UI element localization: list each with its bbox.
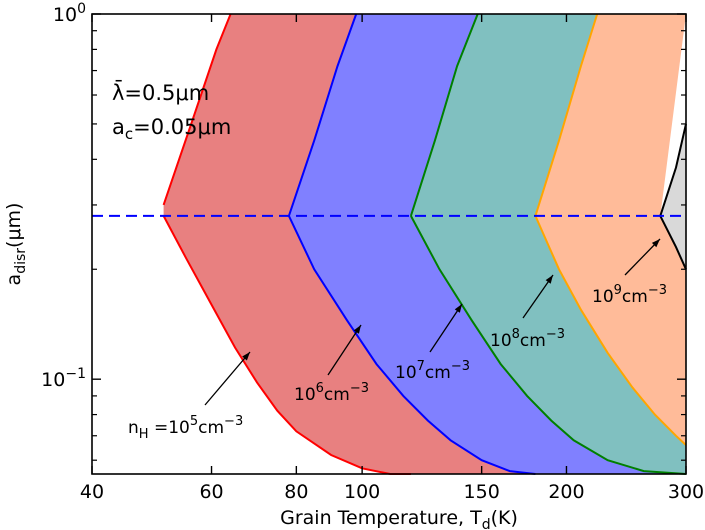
label-arrow-line-3 [522,274,554,319]
x-tick-label-2: 80 [284,481,308,503]
label-arrow-head-3 [545,275,553,284]
edge-lower-0 [162,215,411,475]
label-arrow-line-0 [204,351,251,406]
edge-upper-0 [162,13,232,206]
edge-upper-1 [287,13,358,217]
label-arrow-head-0 [242,352,250,361]
x-tick-label-6: 300 [668,481,704,503]
label-arrow-head-1 [353,325,361,334]
edge-lower-3 [534,215,687,446]
label-arrow-head-2 [454,304,462,313]
series-label-3: 108cm−3 [490,327,565,351]
x-tick-label-5: 200 [548,481,584,503]
ticks-layer: 40 60 80 100 150 200 300 10−1 100 [41,1,704,503]
x-tick-label-0: 40 [80,481,104,503]
edge-upper-2 [409,13,479,217]
region-2 [410,14,686,474]
lambda-annotation: λ̄=0.5μm [112,80,209,105]
region-4 [660,14,686,474]
edge-lower-4 [659,215,687,270]
series-label-4: 109cm−3 [592,283,667,307]
series-label-2: 107cm−3 [395,359,470,383]
ac-annotation: ac=0.05μm [112,115,231,143]
edge-upper-3 [534,13,599,217]
x-tick-label-3: 100 [344,481,380,503]
label-arrow-line-2 [429,303,463,353]
y-tick-label-0: 10−1 [41,366,86,391]
plot-frame [91,13,687,475]
x-tick-label-4: 150 [464,481,500,503]
y-tick-label-1: 100 [53,1,86,26]
edge-lower-2 [410,215,687,475]
annotations-layer: Grain Temperature, Td(K) adisr(μm) λ̄=0.5μ… [3,80,667,530]
region-1 [288,14,686,474]
series-label-1: 106cm−3 [294,381,369,405]
regions-layer [162,13,687,475]
region-0 [163,14,687,474]
edge-lower-1 [287,215,536,475]
label-arrow-head-4 [651,239,660,248]
edge-upper-4 [659,123,687,217]
y-axis-label: adisr(μm) [3,203,29,286]
label-arrow-line-1 [327,324,362,376]
series-label-0: nH =105cm−3 [128,414,243,442]
x-axis-label: Grain Temperature, Td(K) [280,507,518,530]
region-3 [535,14,686,474]
x-tick-label-1: 60 [199,481,223,503]
